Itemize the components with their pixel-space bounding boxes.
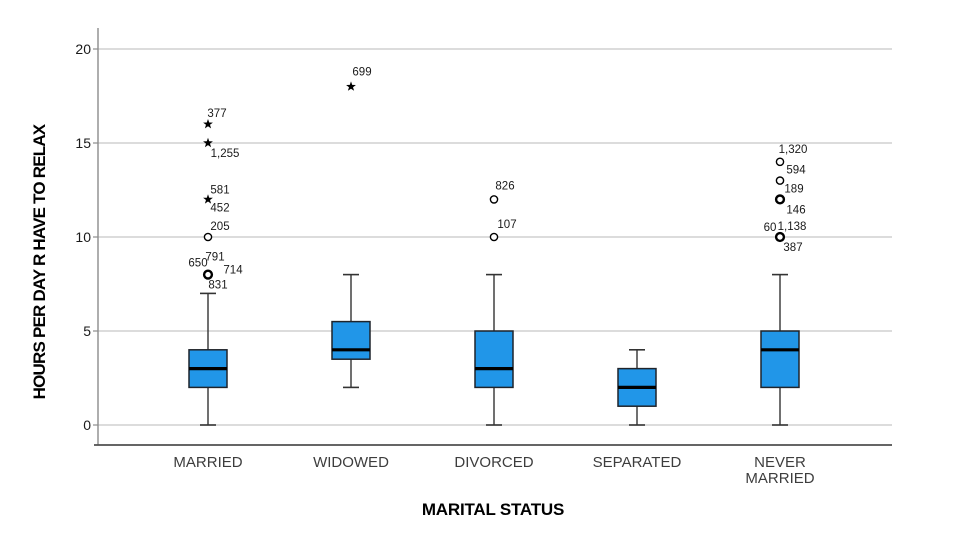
outlier-case-label: 791: [205, 252, 224, 264]
y-tick-label: 15: [75, 135, 91, 151]
outlier-case-label: 60: [764, 222, 777, 234]
boxplot-never-married: [760, 157, 800, 426]
outlier-case-label: 189: [784, 183, 803, 195]
y-tick-label: 5: [83, 323, 91, 339]
outlier-case-label: 205: [210, 221, 229, 233]
outlier-case-label: 581: [210, 184, 229, 196]
outlier-case-label: 1,255: [211, 148, 240, 160]
iqr-box: [474, 330, 514, 389]
x-category-label-never-married: MARRIED: [745, 470, 814, 487]
extreme-star-marker: [346, 81, 356, 91]
outlier-case-label: 831: [208, 280, 227, 292]
extreme-star-marker: [203, 194, 213, 204]
y-tick-label: 20: [75, 41, 91, 57]
y-tick-label: 0: [83, 417, 91, 433]
x-category-label-divorced: DIVORCED: [454, 454, 533, 471]
outlier-circle-marker-bold: [774, 231, 786, 243]
iqr-box: [331, 320, 371, 360]
y-tick-label: 10: [75, 229, 91, 245]
outlier-circle-marker: [489, 232, 499, 242]
outlier-circle-marker: [775, 176, 785, 185]
outlier-case-label: 650: [188, 258, 207, 270]
x-category-label-separated: SEPARATED: [593, 454, 682, 471]
outlier-case-label: 714: [223, 265, 243, 277]
outlier-circle-marker-bold: [774, 194, 786, 205]
outlier-case-label: 107: [497, 219, 516, 231]
outlier-circle-marker: [489, 195, 499, 204]
outlier-case-label: 377: [207, 108, 226, 120]
boxplot-divorced: [474, 195, 514, 426]
outlier-circle-marker: [775, 157, 785, 167]
outlier-circle-marker: [203, 232, 213, 242]
outlier-case-label: 594: [786, 165, 806, 177]
outlier-case-label: 387: [783, 242, 802, 254]
x-axis-title: MARITAL STATUS: [421, 500, 565, 519]
x-category-label-married: MARRIED: [173, 454, 242, 471]
x-category-label-widowed: WIDOWED: [313, 454, 389, 471]
y-axis-title: HOURS PER DAY R HAVE TO RELAX: [30, 124, 49, 400]
outlier-circle-marker-bold: [202, 269, 214, 280]
outlier-case-label: 699: [352, 67, 371, 79]
extreme-star-marker: [203, 137, 213, 148]
boxplot-married: [188, 119, 228, 426]
outlier-case-label: 1,320: [779, 144, 808, 156]
iqr-box: [760, 330, 800, 389]
boxplot-separated: [617, 348, 657, 426]
outlier-case-label: 1,138: [778, 221, 807, 233]
x-category-label-never-married: NEVER: [754, 454, 806, 471]
boxplot-widowed: [331, 81, 371, 389]
outlier-case-label: 146: [786, 204, 805, 216]
extreme-star-marker: [203, 119, 213, 129]
outlier-case-label: 826: [495, 180, 514, 192]
outlier-case-label: 452: [210, 202, 229, 214]
